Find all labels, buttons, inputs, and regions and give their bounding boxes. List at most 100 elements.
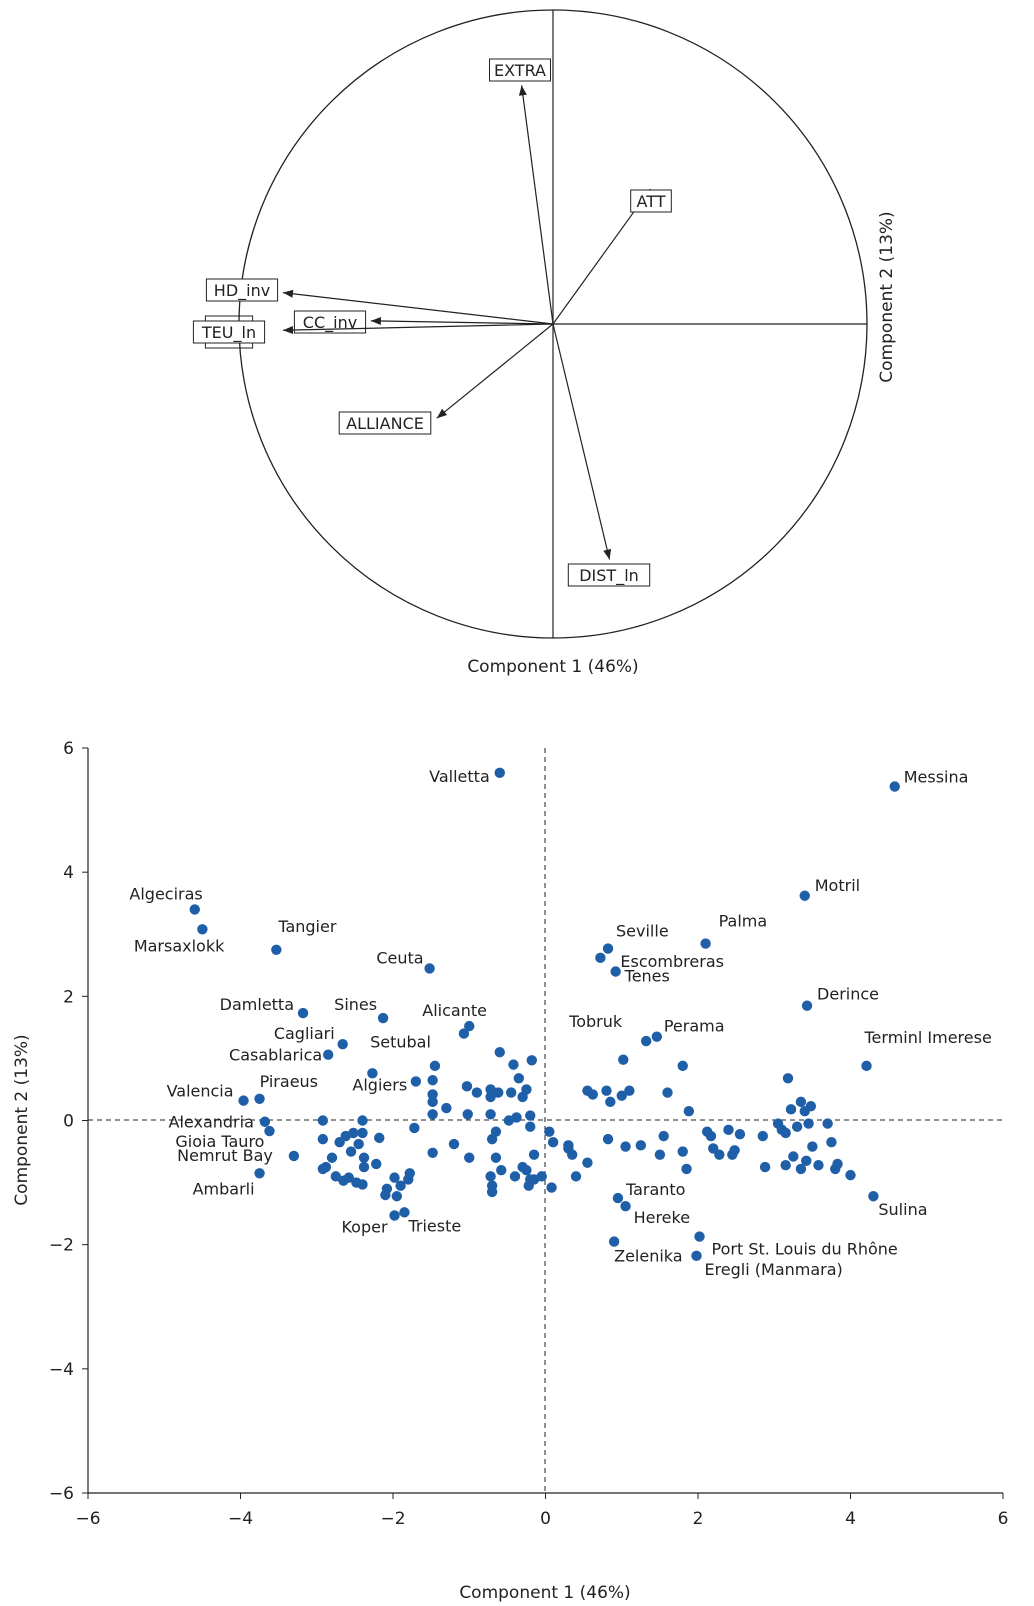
data-point: [658, 1130, 669, 1142]
point-label-setubal: Setubal: [370, 1033, 431, 1052]
data-point: [485, 1109, 496, 1120]
y-tick-label: 4: [63, 863, 74, 883]
point-label-tenes: Tenes: [624, 967, 670, 986]
data-point: [605, 1096, 616, 1108]
data-point: [448, 1138, 460, 1150]
data-point: [471, 1087, 483, 1098]
data-point: [826, 1137, 837, 1148]
data-point: [563, 1143, 574, 1154]
data-point: [503, 1115, 515, 1126]
data-point: [807, 1141, 818, 1152]
data-point: [587, 1089, 598, 1100]
data-point: [340, 1130, 351, 1142]
scatter-x-axis-label: Component 1 (46%): [459, 1583, 630, 1603]
x-tick-label: −2: [380, 1509, 405, 1529]
vector-label-box-teu-ln: [192, 320, 266, 344]
x-tick-label: −4: [228, 1509, 253, 1529]
data-point: [338, 1175, 349, 1186]
vector-dist-ln: [552, 323, 611, 560]
data-point: [662, 1087, 673, 1098]
biplot-y-axis-label: Component 2 (13%): [877, 211, 897, 382]
data-point-ceuta: [424, 963, 435, 974]
data-point: [681, 1163, 692, 1175]
data-point: [729, 1145, 740, 1156]
vector-arrowhead-teu-ln: [282, 326, 294, 335]
vector-teu-ln: [282, 323, 554, 331]
data-point: [780, 1127, 791, 1139]
data-point-motril: [799, 890, 810, 901]
data-point: [546, 1182, 557, 1193]
data-point-marsaxlokk: [197, 924, 208, 935]
data-point-damletta: [297, 1007, 309, 1019]
data-point: [635, 1140, 647, 1151]
data-point: [759, 1161, 771, 1173]
data-point-tangier: [271, 944, 282, 955]
data-point-eregli-manmara: [691, 1250, 702, 1262]
vector-extra: [521, 85, 554, 325]
point-label-ceuta: Ceuta: [376, 948, 423, 967]
vector-label-extra: EXTRA: [494, 61, 546, 80]
data-point: [409, 1122, 420, 1134]
data-point-piraeus: [254, 1093, 265, 1104]
data-point: [427, 1147, 438, 1158]
vector-arrowhead-hd-inv: [282, 289, 294, 298]
data-point: [371, 1158, 382, 1170]
axis-ticks: −6−6 −4 −4 −2 −2 0 0 2 2 4 4 6 6: [49, 739, 1008, 1529]
data-point: [528, 1149, 540, 1160]
data-point: [801, 1155, 812, 1167]
data-point: [654, 1149, 666, 1160]
point-label-tobruk: Tobruk: [568, 1012, 623, 1031]
point-label-ambarli: Ambarli: [193, 1179, 255, 1198]
data-point-sulina: [868, 1191, 879, 1202]
scatter-panel: −6−6 −4 −4 −2 −2 0 0 2 2 4 4 6 6 Messina Valletta Motr…: [12, 739, 1008, 1603]
point-label-tangier: Tangier: [277, 917, 337, 936]
point-label-valletta: Valletta: [429, 767, 490, 786]
vector-arrowhead-alliance: [436, 408, 448, 419]
data-point: [513, 1073, 525, 1084]
data-point: [782, 1073, 794, 1084]
point-label-algiers: Algiers: [352, 1075, 407, 1094]
data-point: [624, 1085, 635, 1096]
y-tick-label: −2: [49, 1236, 74, 1256]
data-point: [601, 1085, 612, 1096]
data-point: [395, 1180, 406, 1191]
data-point: [351, 1177, 362, 1188]
data-point: [326, 1152, 338, 1163]
data-point: [705, 1130, 717, 1142]
data-point: [525, 1121, 536, 1132]
data-point: [508, 1059, 519, 1070]
point-label-nemrut-bay: Nemrut Bay: [177, 1146, 273, 1165]
data-point: [795, 1163, 807, 1175]
y-tick-label: 0: [63, 1112, 74, 1132]
point-label-piraeus: Piraeus: [260, 1072, 318, 1091]
biplot-panel: EXTRA ATT HD_inv CC_inv TEU_ln ALLIANCE DIST_l…: [192, 9, 897, 677]
vector-label-hd-inv: HD_inv: [214, 281, 270, 301]
vector-arrowhead-dist-ln: [603, 548, 612, 560]
data-point-valletta: [494, 767, 505, 779]
data-point: [521, 1164, 532, 1176]
point-label-trieste: Trieste: [407, 1216, 461, 1235]
data-point: [582, 1157, 593, 1168]
data-point: [462, 1109, 473, 1120]
data-point: [791, 1121, 803, 1132]
vector-arrowhead-cc-inv: [370, 317, 381, 326]
data-point-algiers: [367, 1068, 378, 1079]
data-point: [526, 1055, 537, 1066]
data-point-messina: [889, 781, 900, 792]
data-point-alexandria: [259, 1116, 271, 1127]
point-label-gioia-tauro: Gioia Tauro: [175, 1132, 264, 1151]
vector-label-box-hd-inv: [205, 278, 279, 302]
data-point: [544, 1126, 555, 1137]
point-label-taranto: Taranto: [625, 1180, 686, 1199]
point-label-perama: Perama: [664, 1017, 725, 1036]
y-tick-label: −4: [49, 1360, 74, 1380]
y-tick-label: 6: [63, 739, 74, 759]
vector-label-dist-ln: DIST_ln: [579, 566, 639, 586]
data-point: [330, 1171, 342, 1182]
data-point-taranto: [612, 1192, 624, 1204]
data-point-derince: [801, 1000, 813, 1011]
vector-label-box-att: [630, 189, 672, 213]
point-label-palma: Palma: [719, 912, 768, 931]
point-labels: Messina Valletta Motril Algeciras Marsaxlokk…: [129, 767, 991, 1279]
data-point: [803, 1118, 814, 1129]
